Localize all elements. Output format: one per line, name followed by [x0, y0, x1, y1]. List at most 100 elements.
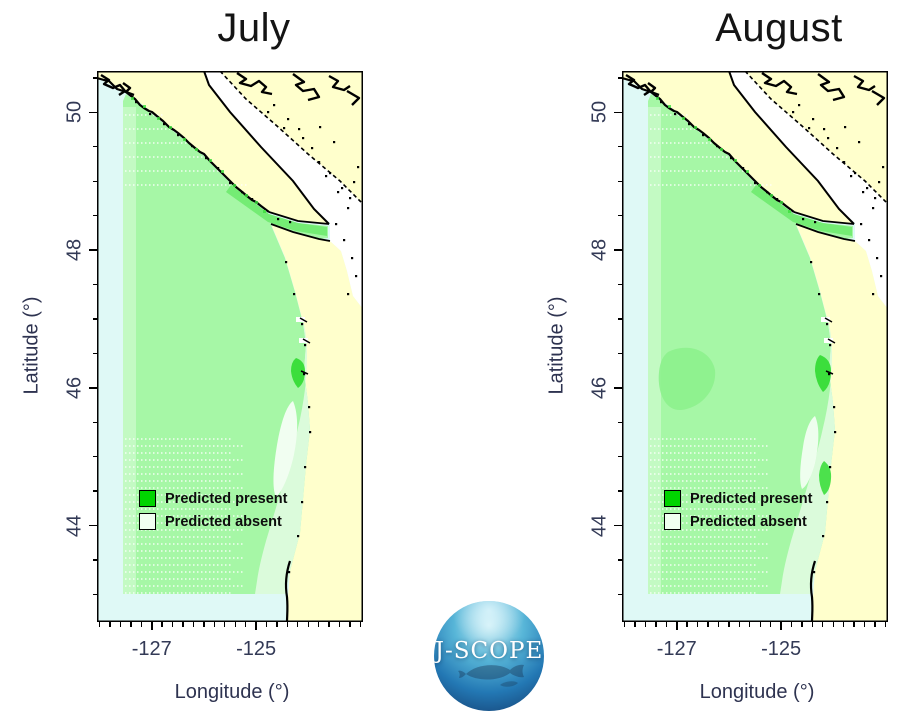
- legend-august: Predicted present Predicted absent: [664, 487, 813, 533]
- x-axis-tick-label: -125: [236, 638, 277, 660]
- x-axis-minor-tick: [213, 622, 216, 627]
- y-axis-major-tick: [614, 249, 622, 251]
- y-axis-tick-label: 44: [63, 514, 86, 537]
- y-axis-minor-tick: [92, 593, 97, 596]
- legend-swatch-present: [664, 490, 681, 507]
- x-axis-major-tick: [675, 622, 678, 630]
- y-axis-major-tick: [89, 387, 97, 389]
- x-axis-minor-tick: [338, 622, 341, 627]
- y-axis-minor-tick: [617, 214, 622, 217]
- y-axis-minor-tick: [617, 421, 622, 423]
- y-axis-tick-label: 44: [588, 514, 611, 537]
- x-axis-minor-tick: [276, 622, 278, 627]
- legend-swatch-absent: [664, 513, 681, 530]
- legend-label-present: Predicted present: [690, 490, 813, 507]
- x-axis-minor-tick: [707, 622, 709, 627]
- y-axis-minor-tick: [617, 318, 622, 320]
- x-axis-minor-tick: [265, 622, 268, 627]
- x-axis-minor-tick: [749, 622, 751, 627]
- x-axis-minor-tick: [192, 622, 195, 627]
- y-axis-major-tick: [614, 524, 622, 527]
- x-axis-minor-tick: [811, 622, 814, 627]
- panel-title-august: August: [715, 6, 843, 50]
- y-axis-minor-tick: [617, 490, 622, 492]
- y-axis-minor-tick: [617, 283, 622, 286]
- x-axis-minor-tick: [822, 622, 824, 627]
- y-axis-minor-tick: [617, 352, 622, 355]
- x-axis-minor-tick: [853, 622, 855, 627]
- y-axis-minor-tick: [92, 490, 97, 492]
- x-axis-minor-tick: [801, 622, 803, 627]
- map-august: Predicted present Predicted absent: [621, 70, 888, 623]
- x-axis-major-tick: [255, 622, 257, 630]
- x-axis-minor-tick: [317, 622, 320, 627]
- panel-title-july: July: [217, 6, 291, 50]
- x-axis-minor-tick: [130, 622, 132, 627]
- x-axis-minor-tick: [738, 622, 741, 627]
- y-axis-major-tick: [89, 111, 97, 114]
- x-axis-minor-tick: [655, 622, 657, 627]
- x-axis-minor-tick: [244, 622, 247, 627]
- x-axis-minor-tick: [119, 622, 122, 627]
- legend-item-present: Predicted present: [664, 487, 813, 510]
- map-canvas-august: [621, 70, 888, 623]
- map-svg-july: [96, 70, 363, 623]
- y-axis-tick-label: 50: [588, 101, 611, 124]
- y-axis-minor-tick: [92, 456, 97, 458]
- x-axis-minor-tick: [634, 622, 636, 627]
- map-july: Predicted present Predicted absent: [96, 70, 363, 623]
- legend-swatch-absent: [139, 513, 156, 530]
- x-axis-tick-label: -127: [131, 638, 172, 660]
- legend-july: Predicted present Predicted absent: [139, 487, 288, 533]
- x-axis-minor-tick: [328, 622, 330, 627]
- y-axis-label-july: Latitude (°): [20, 296, 43, 395]
- y-axis-tick-label: 48: [63, 238, 86, 262]
- map-canvas-july: [96, 70, 363, 623]
- y-axis-minor-tick: [617, 180, 622, 182]
- y-axis-minor-tick: [92, 214, 97, 217]
- y-axis-minor-tick: [92, 146, 97, 148]
- logo-sunlight-glint: [452, 601, 526, 647]
- x-axis-minor-tick: [686, 622, 688, 627]
- y-axis-tick-label: 46: [63, 376, 86, 399]
- legend-label-absent: Predicted absent: [165, 513, 282, 530]
- x-axis-minor-tick: [234, 622, 236, 627]
- x-axis-minor-tick: [623, 622, 626, 627]
- y-axis-major-tick: [614, 387, 622, 389]
- y-axis-minor-tick: [92, 559, 97, 561]
- y-axis-minor-tick: [617, 456, 622, 458]
- y-axis-minor-tick: [92, 77, 97, 79]
- y-axis-minor-tick: [617, 593, 622, 596]
- x-axis-minor-tick: [644, 622, 647, 627]
- y-axis-tick-label: 48: [588, 238, 611, 262]
- x-axis-minor-tick: [717, 622, 720, 627]
- x-axis-minor-tick: [665, 622, 668, 627]
- x-axis-label-july: Longitude (°): [174, 681, 290, 703]
- x-axis-minor-tick: [224, 622, 226, 627]
- x-axis-minor-tick: [109, 622, 111, 627]
- legend-item-present: Predicted present: [139, 487, 288, 510]
- x-axis-minor-tick: [790, 622, 793, 627]
- y-axis-minor-tick: [617, 559, 622, 561]
- x-axis-minor-tick: [359, 622, 362, 627]
- y-axis-tick-label: 50: [63, 101, 86, 124]
- y-axis-minor-tick: [92, 318, 97, 320]
- jscope-logo: J-SCOPE: [434, 601, 544, 711]
- legend-swatch-present: [139, 490, 156, 507]
- y-axis-minor-tick: [617, 146, 622, 148]
- x-axis-minor-tick: [759, 622, 761, 627]
- y-axis-minor-tick: [92, 352, 97, 355]
- x-axis-minor-tick: [203, 622, 205, 627]
- x-axis-tick-label: -127: [656, 638, 697, 660]
- legend-item-absent: Predicted absent: [139, 510, 288, 533]
- y-axis-minor-tick: [92, 180, 97, 182]
- x-axis-minor-tick: [863, 622, 866, 627]
- legend-label-absent: Predicted absent: [690, 513, 807, 530]
- x-axis-minor-tick: [874, 622, 876, 627]
- x-axis-minor-tick: [182, 622, 184, 627]
- jscope-logo-text: J-SCOPE: [434, 638, 544, 664]
- legend-label-present: Predicted present: [165, 490, 288, 507]
- y-axis-minor-tick: [92, 421, 97, 423]
- map-svg-august: [621, 70, 888, 623]
